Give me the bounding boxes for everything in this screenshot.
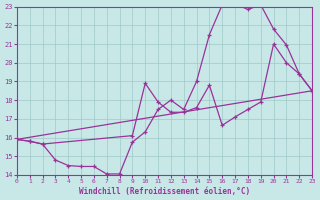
X-axis label: Windchill (Refroidissement éolien,°C): Windchill (Refroidissement éolien,°C) — [79, 187, 250, 196]
